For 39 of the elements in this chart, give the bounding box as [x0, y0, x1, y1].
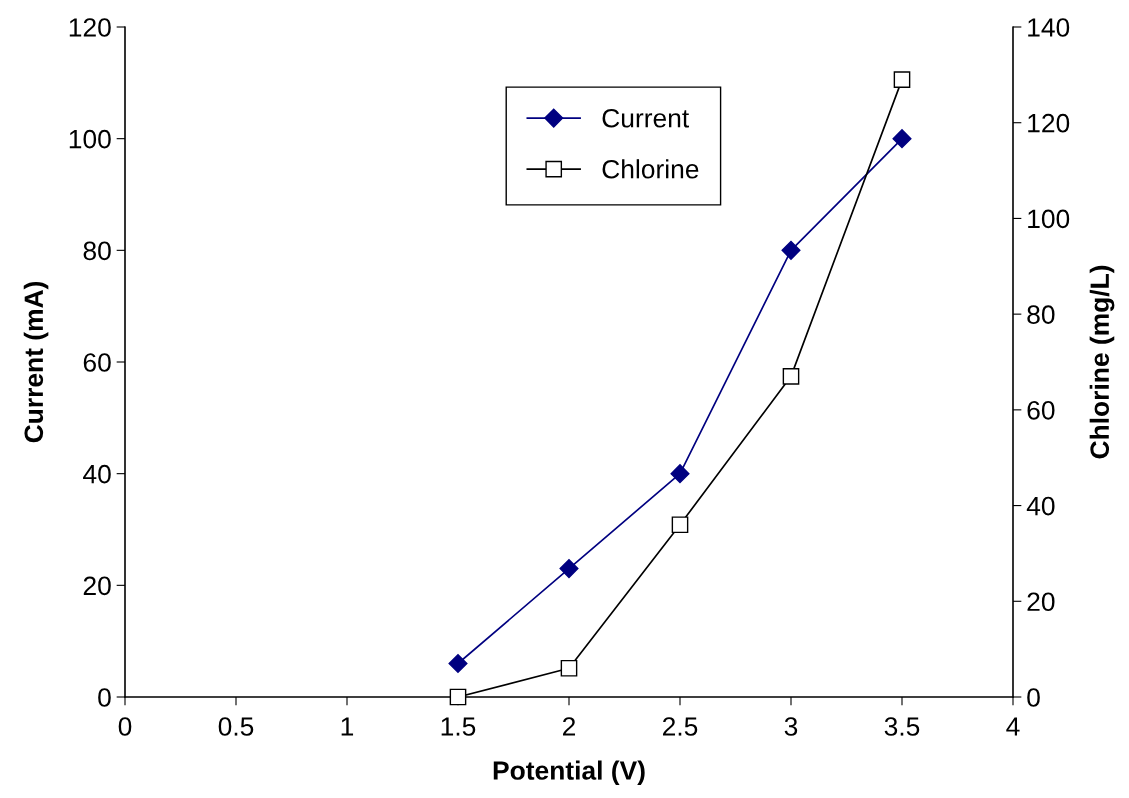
point — [781, 240, 801, 260]
point — [671, 516, 689, 534]
x-tick-label: 2.5 — [662, 717, 698, 736]
point — [559, 559, 579, 579]
x-tick-label: 3.5 — [884, 717, 920, 736]
y-tick-label: 0 — [98, 688, 111, 707]
x-tick-label: 0.5 — [218, 717, 254, 736]
y-tick-label: 20 — [83, 576, 111, 596]
x-tick-label: 3 — [784, 717, 798, 736]
y-tick-label: 80 — [83, 241, 111, 261]
y-tick-label: 40 — [83, 464, 111, 484]
y2-tick-label: 40 — [1026, 496, 1055, 516]
y-tick-label: 120 — [69, 18, 111, 37]
y2-tick-label: 60 — [1027, 400, 1055, 420]
y-tick-label: 100 — [69, 129, 111, 149]
x-tick-label: 2 — [562, 717, 576, 736]
x-tick-label: 1 — [341, 717, 354, 736]
legend-label: Current — [602, 108, 690, 128]
point — [893, 71, 911, 88]
point — [560, 659, 578, 677]
y2-axis-title: Chlorine (mg/L) — [1089, 265, 1115, 459]
x-axis-title: Potential (V) — [493, 760, 645, 786]
y2-tick-label: 140 — [1028, 18, 1070, 37]
point — [892, 129, 912, 149]
point — [782, 368, 800, 385]
y2-tick-label: 0 — [1027, 688, 1040, 707]
legend-label: Chlorine — [602, 159, 699, 179]
point — [448, 653, 468, 674]
point — [449, 688, 467, 706]
x-tick-label: 0 — [118, 717, 132, 736]
x-tick-label: 1.5 — [441, 717, 476, 736]
y2-tick-label: 80 — [1027, 305, 1055, 324]
point — [670, 464, 690, 484]
y2-tick-label: 120 — [1028, 113, 1070, 133]
y-tick-label: 60 — [83, 353, 111, 372]
y2-tick-label: 100 — [1028, 209, 1070, 229]
y2-tick-label: 20 — [1027, 592, 1055, 612]
x-tick-label: 4 — [1006, 717, 1020, 736]
y-axis-title: Current (mA) — [23, 281, 49, 443]
